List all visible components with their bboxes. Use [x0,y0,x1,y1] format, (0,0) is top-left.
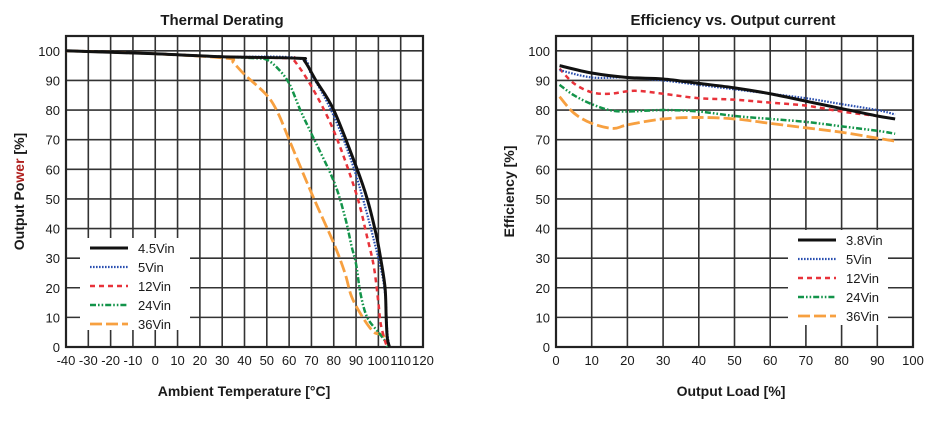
legend-label: 24Vin [138,298,171,313]
x-tick-label: 10 [584,353,598,368]
x-axis-label: Output Load [%] [677,383,786,399]
x-tick-label: 60 [282,353,296,368]
x-tick-label: 80 [834,353,848,368]
x-tick-label: 80 [327,353,341,368]
y-tick-label: 0 [53,340,60,355]
x-tick-label: 30 [656,353,670,368]
y-axis-label: Efficiency [%] [501,146,517,238]
y-tick-label: 80 [46,103,60,118]
legend-label: 4.5Vin [138,241,175,256]
legend: 3.8Vin 5Vin 12Vin 24Vin 36Vin [788,230,888,325]
y-axis-label-part: Efficiency [%] [501,146,517,238]
x-axis-label: Ambient Temperature [°C] [158,383,331,399]
x-tick-label: 10 [170,353,184,368]
x-tick-label: 0 [552,353,559,368]
y-tick-label: 30 [536,251,550,266]
x-tick-label: 120 [412,353,434,368]
y-axis-label-part: wer [11,158,27,184]
x-tick-label: 20 [620,353,634,368]
y-tick-label: 80 [536,103,550,118]
x-tick-label: 50 [260,353,274,368]
legend-label: 12Vin [846,271,879,286]
series-line-24vin [558,83,896,135]
x-tick-label: 100 [902,353,924,368]
x-tick-label: 70 [799,353,813,368]
x-tick-label: -20 [101,353,120,368]
y-tick-label: 50 [536,192,550,207]
x-tick-label: 20 [193,353,207,368]
y-axis-label-part: [%] [11,133,27,159]
x-tick-label: -30 [79,353,98,368]
plot-frame [64,34,425,349]
series-line-3-8vin [559,64,896,121]
y-tick-label: 40 [46,222,60,237]
y-axis-label: Output Power [%] [11,133,27,250]
y-tick-label: 60 [536,162,550,177]
x-tick-label: 50 [727,353,741,368]
y-tick-label: 30 [46,251,60,266]
legend-label: 3.8Vin [846,233,883,248]
series-line-36vin [66,49,391,347]
legend-label: 12Vin [138,279,171,294]
x-tick-label: 40 [237,353,251,368]
y-tick-label: 90 [46,73,60,88]
y-tick-label: 20 [46,281,60,296]
x-tick-label: 60 [763,353,777,368]
y-tick-label: 40 [536,222,550,237]
x-tick-label: 40 [692,353,706,368]
y-tick-label: 100 [528,44,550,59]
legend: 4.5Vin 5Vin 12Vin 24Vin 36Vin [80,238,190,332]
y-tick-label: 70 [46,133,60,148]
y-tick-label: 10 [46,310,60,325]
legend-box [788,230,888,325]
y-tick-label: 70 [536,133,550,148]
legend-box [80,238,190,330]
y-axis-label-part: Output Po [11,183,27,251]
x-tick-label: 30 [215,353,229,368]
legend-label: 5Vin [846,252,872,267]
series-group [66,49,391,347]
efficiency-chart: Efficiency vs. Output current Output Loa… [501,12,924,399]
x-tick-label: -40 [57,353,76,368]
legend-label: 36Vin [846,309,879,324]
x-tick-label: 110 [390,353,411,368]
x-tick-label: 70 [304,353,318,368]
series-line-36vin [558,95,896,143]
y-tick-label: 60 [46,162,60,177]
y-tick-label: 50 [46,192,60,207]
thermal-derating-chart: Thermal Derating Ambient Temperature [°C… [11,12,434,399]
y-tick-label: 90 [536,73,550,88]
x-tick-label: 100 [368,353,390,368]
y-tick-label: 100 [38,44,60,59]
x-tick-label: 0 [152,353,159,368]
chart-title: Efficiency vs. Output current [630,12,835,29]
chart-title: Thermal Derating [160,12,283,29]
legend-label: 36Vin [138,317,171,332]
x-tick-label: 90 [349,353,363,368]
plot-frame [554,34,915,349]
y-tick-label: 10 [536,310,550,325]
series-line-12vin [558,67,878,118]
x-tick-label: 90 [870,353,884,368]
legend-label: 24Vin [846,290,879,305]
legend-label: 5Vin [138,260,164,275]
y-tick-label: 20 [536,281,550,296]
x-tick-label: -10 [124,353,143,368]
y-tick-label: 0 [543,340,550,355]
series-line-4-5vin [66,49,391,347]
series-group [558,64,896,143]
